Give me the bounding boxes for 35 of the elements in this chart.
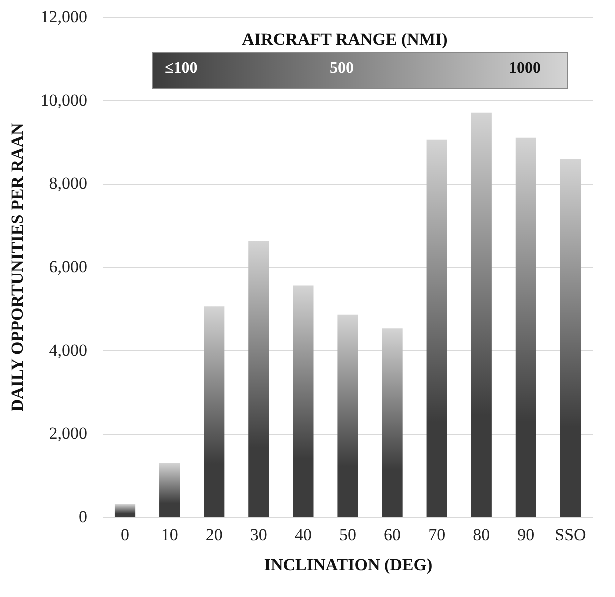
x-tick-label: 90 bbox=[518, 526, 535, 544]
x-tick-label: SSO bbox=[555, 526, 586, 544]
y-tick-label: 8,000 bbox=[49, 174, 88, 194]
annotation: 500 bbox=[330, 60, 354, 78]
annotation: AIRCRAFT RANGE (NMI) bbox=[241, 30, 449, 50]
annotation: 1000 bbox=[509, 60, 541, 78]
y-tick-label: 10,000 bbox=[40, 90, 88, 110]
y-tick-label: 4,000 bbox=[49, 340, 88, 360]
y-tick-label: 2,000 bbox=[49, 424, 88, 444]
bar bbox=[426, 140, 448, 517]
bar bbox=[248, 241, 270, 517]
x-tick-label: 50 bbox=[340, 526, 356, 544]
bar bbox=[160, 463, 180, 517]
annotation: ≤100 bbox=[165, 60, 198, 78]
x-tick-label: 0 bbox=[121, 526, 130, 544]
x-tick-label: 20 bbox=[206, 526, 223, 544]
bar bbox=[560, 160, 582, 517]
y-tick-label: 0 bbox=[79, 508, 88, 526]
bar bbox=[204, 306, 225, 517]
bar bbox=[516, 138, 536, 517]
bar bbox=[382, 328, 403, 517]
x-tick-label: 60 bbox=[384, 526, 402, 544]
x-axis-title: INCLINATION (DEG) bbox=[264, 556, 433, 574]
bar bbox=[471, 112, 492, 517]
x-tick-label: 10 bbox=[161, 526, 178, 544]
y-axis-title: DAILY OPPORTUNITIES PER RAAN bbox=[8, 122, 27, 412]
bar bbox=[338, 314, 358, 517]
x-tick-label: 30 bbox=[250, 526, 268, 544]
y-tick-label: 12,000 bbox=[40, 8, 88, 26]
bar bbox=[114, 504, 136, 517]
x-tick-label: 40 bbox=[294, 526, 312, 544]
y-tick-label: 6,000 bbox=[49, 258, 88, 276]
bar bbox=[293, 286, 314, 517]
x-tick-label: 70 bbox=[428, 526, 446, 544]
x-tick-label: 80 bbox=[473, 526, 490, 544]
